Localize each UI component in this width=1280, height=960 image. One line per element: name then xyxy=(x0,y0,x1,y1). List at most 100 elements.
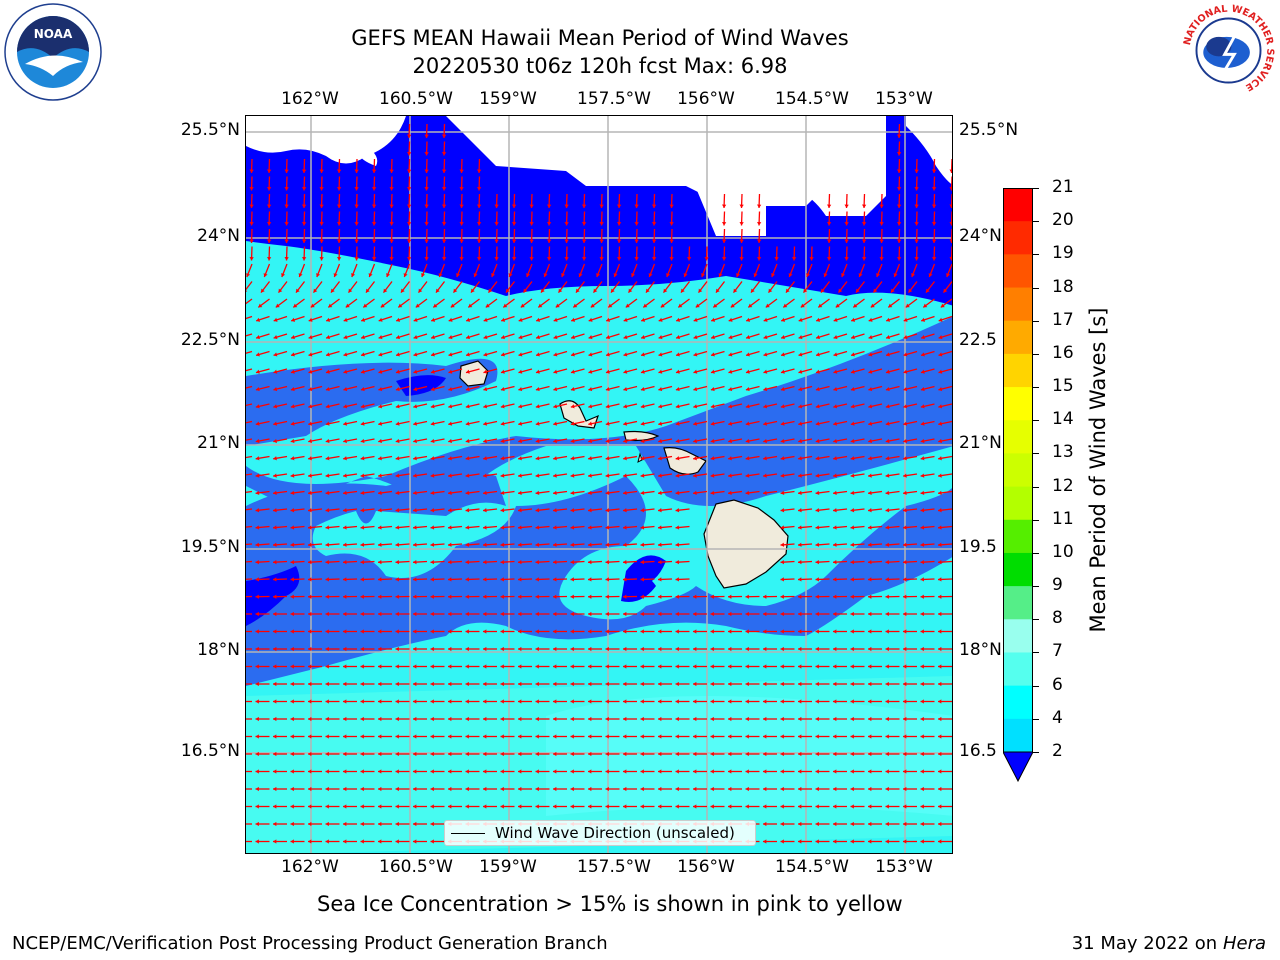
wind-wave-arrow xyxy=(511,228,517,244)
wind-wave-arrow xyxy=(780,681,795,687)
wind-wave-arrow xyxy=(343,385,358,392)
wind-wave-arrow xyxy=(535,350,550,357)
wind-wave-arrow xyxy=(307,577,323,582)
wind-wave-arrow xyxy=(378,751,392,757)
wind-wave-arrow xyxy=(476,176,482,191)
wind-wave-arrow xyxy=(693,385,708,392)
wind-wave-arrow xyxy=(640,542,655,547)
wind-wave-arrow xyxy=(903,350,918,357)
wind-wave-arrow xyxy=(336,228,342,244)
wind-wave-arrow xyxy=(669,246,674,261)
wind-wave-arrow xyxy=(640,786,655,792)
wind-wave-arrow xyxy=(756,211,762,226)
wind-wave-arrow xyxy=(763,734,777,739)
wind-wave-arrow xyxy=(325,525,340,530)
wind-wave-arrow xyxy=(360,508,375,513)
wind-wave-arrow xyxy=(406,176,412,191)
wind-wave-arrow xyxy=(920,315,935,322)
wind-wave-arrow xyxy=(832,577,848,582)
wind-wave-arrow xyxy=(483,629,497,634)
wind-wave-arrow xyxy=(815,699,830,704)
wind-wave-arrow xyxy=(852,298,865,308)
lat-label-left: 25.5°N xyxy=(180,120,240,140)
wind-wave-arrow xyxy=(570,611,585,617)
wind-wave-arrow xyxy=(500,699,515,704)
wind-wave-arrow xyxy=(640,508,655,513)
wind-wave-arrow xyxy=(343,716,357,722)
wind-wave-arrow xyxy=(535,438,550,444)
wind-wave-arrow xyxy=(581,228,587,244)
wind-wave-arrow xyxy=(798,839,812,844)
wind-wave-arrow xyxy=(850,473,865,478)
wind-wave-arrow xyxy=(377,577,393,582)
wind-wave-arrow xyxy=(351,263,358,278)
colorbar-swatch xyxy=(1003,420,1033,454)
wind-wave-arrow xyxy=(290,350,305,357)
wind-wave-arrow xyxy=(634,211,639,226)
wind-wave-arrow xyxy=(605,455,620,461)
wind-wave-arrow xyxy=(675,420,690,426)
wind-wave-arrow xyxy=(588,716,602,722)
colorbar-tick-mark xyxy=(1033,752,1039,753)
wind-wave-arrow xyxy=(858,263,866,278)
wind-wave-arrow xyxy=(308,508,323,513)
wind-wave-arrow xyxy=(763,368,778,374)
wind-wave-arrow xyxy=(273,420,288,426)
wind-wave-arrow xyxy=(938,455,952,461)
wind-wave-arrow xyxy=(290,629,305,634)
wind-wave-arrow xyxy=(360,716,375,722)
wind-wave-arrow xyxy=(255,699,270,704)
wind-wave-arrow xyxy=(715,281,726,294)
wind-wave-arrow xyxy=(325,821,340,827)
wind-wave-arrow xyxy=(266,176,272,191)
wind-wave-arrow xyxy=(920,577,935,582)
wind-wave-arrow xyxy=(938,734,952,739)
colorbar-tick-label: 7 xyxy=(1052,641,1063,662)
wind-wave-arrow xyxy=(441,158,447,174)
wind-wave-arrow xyxy=(263,263,271,278)
wind-wave-arrow xyxy=(342,594,358,599)
wind-wave-arrow xyxy=(920,769,935,774)
wind-wave-arrow xyxy=(424,141,429,156)
wind-wave-arrow xyxy=(623,681,637,687)
no-data-region-4 xyxy=(666,116,886,236)
wind-wave-arrow xyxy=(920,385,935,392)
wind-wave-arrow xyxy=(780,821,795,827)
colorbar xyxy=(1002,188,1034,783)
wind-wave-arrow xyxy=(587,577,603,582)
wind-wave-arrow xyxy=(815,420,830,426)
lat-label-right: 25.5°N xyxy=(959,120,1019,140)
wind-wave-arrow xyxy=(605,350,620,357)
wind-wave-arrow xyxy=(640,438,655,444)
wind-wave-arrow xyxy=(483,716,497,722)
wind-wave-arrow xyxy=(325,473,340,478)
wind-wave-arrow xyxy=(868,716,882,722)
wind-wave-arrow xyxy=(728,751,742,757)
wind-wave-arrow xyxy=(553,681,567,687)
wind-wave-arrow xyxy=(745,490,760,496)
wind-wave-arrow xyxy=(371,211,377,226)
wind-wave-arrow xyxy=(535,403,550,409)
wind-wave-arrow xyxy=(273,473,288,478)
wind-wave-arrow xyxy=(266,246,272,261)
wind-wave-arrow xyxy=(476,228,482,244)
wind-wave-arrow xyxy=(413,333,428,340)
wind-wave-arrow xyxy=(378,333,393,340)
wind-wave-arrow xyxy=(762,594,778,599)
wind-wave-arrow xyxy=(266,193,272,209)
wind-wave-arrow xyxy=(885,559,900,565)
wind-wave-arrow xyxy=(885,473,900,478)
wind-wave-arrow xyxy=(535,490,550,496)
wind-wave-arrow xyxy=(826,246,832,261)
wind-wave-arrow xyxy=(728,333,743,340)
wind-wave-arrow xyxy=(922,298,935,308)
wind-wave-arrow xyxy=(246,333,253,337)
wind-wave-arrow xyxy=(780,455,795,461)
wind-wave-arrow xyxy=(745,403,760,409)
wind-wave-arrow xyxy=(325,839,340,844)
wind-wave-arrow xyxy=(505,281,516,294)
wind-wave-arrow xyxy=(780,646,795,652)
wind-wave-arrow xyxy=(319,176,324,191)
wind-wave-arrow xyxy=(325,559,340,565)
wind-wave-arrow xyxy=(570,525,585,530)
